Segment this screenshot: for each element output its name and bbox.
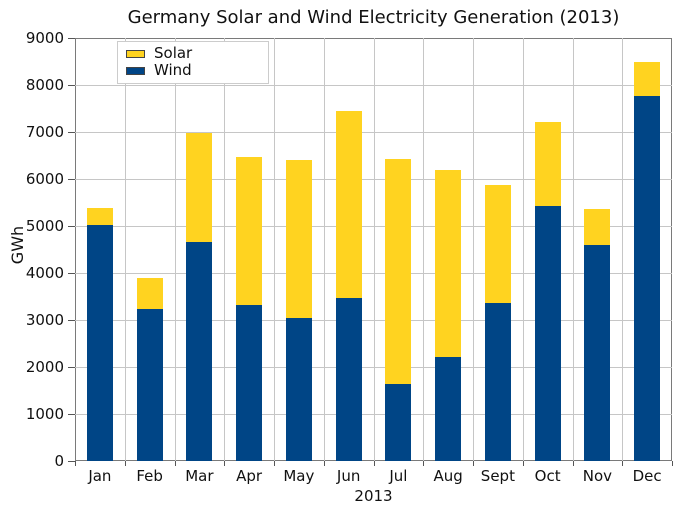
x-tick-mark <box>224 461 226 466</box>
bar-segment-solar-nov <box>584 209 611 245</box>
y-tick-label: 3000 <box>25 311 64 329</box>
bar-segment-solar-aug <box>435 170 462 358</box>
x-tick-mark <box>174 461 176 466</box>
x-tick-mark <box>323 461 325 466</box>
legend-item-solar: Solar <box>126 45 260 62</box>
x-tick-label: Oct <box>534 467 561 485</box>
bar-segment-solar-sept <box>484 184 511 304</box>
gridline-vertical <box>323 38 325 461</box>
x-tick-mark <box>672 461 673 466</box>
gridline-vertical <box>572 38 574 461</box>
x-tick-mark <box>473 461 474 466</box>
x-tick-mark <box>622 461 624 466</box>
gridline-vertical <box>274 38 275 461</box>
bar-segment-solar-feb <box>136 278 163 310</box>
x-tick-mark <box>373 461 375 466</box>
y-tick-label: 0 <box>54 452 64 470</box>
bar-segment-wind-oct <box>534 206 561 461</box>
gridline-vertical <box>522 38 524 461</box>
chart-title: Germany Solar and Wind Electricity Gener… <box>127 7 620 28</box>
y-tick-mark <box>68 132 75 133</box>
bar-segment-wind-may <box>285 317 312 461</box>
gridline-vertical <box>224 38 226 461</box>
gridline-vertical <box>174 38 176 461</box>
x-tick-label: Dec <box>632 467 662 485</box>
legend: Solar Wind <box>117 41 269 84</box>
x-tick-label: Feb <box>136 467 163 485</box>
x-tick-mark <box>75 461 76 466</box>
bar-segment-wind-dec <box>634 96 661 461</box>
bar-segment-wind-aug <box>435 357 462 461</box>
x-axis-title: 2013 <box>354 487 393 505</box>
legend-swatch-solar <box>126 49 145 58</box>
legend-item-wind: Wind <box>126 62 260 79</box>
gridline-vertical <box>124 38 126 461</box>
gridline-vertical <box>473 38 474 461</box>
y-tick-mark <box>68 320 75 321</box>
bar-segment-wind-feb <box>136 309 163 461</box>
gridline-vertical <box>423 38 425 461</box>
bar-segment-wind-jan <box>86 225 113 461</box>
y-tick-label: 1000 <box>25 405 64 423</box>
x-tick-label: Jun <box>336 467 361 485</box>
bar-segment-wind-nov <box>584 244 611 461</box>
bar-segment-solar-jan <box>86 208 113 226</box>
x-tick-label: Apr <box>236 467 263 485</box>
x-tick-label: Sept <box>480 467 515 485</box>
y-tick-label: 2000 <box>25 358 64 376</box>
bar-segment-solar-mar <box>186 132 213 242</box>
x-tick-label: May <box>283 467 315 485</box>
y-tick-mark <box>68 367 75 368</box>
x-tick-label: Aug <box>433 467 463 485</box>
legend-label: Solar <box>154 44 193 62</box>
bar-segment-wind-jul <box>385 383 412 461</box>
bar-segment-wind-sept <box>484 303 511 461</box>
y-tick-mark <box>68 38 75 39</box>
y-tick-label: 8000 <box>25 76 64 94</box>
x-tick-label: Jul <box>389 467 408 485</box>
x-tick-label: Nov <box>582 467 613 485</box>
x-tick-label: Mar <box>185 467 214 485</box>
y-tick-mark <box>68 85 75 86</box>
bar-segment-wind-mar <box>186 241 213 461</box>
y-tick-mark <box>68 414 75 415</box>
y-tick-mark <box>68 273 75 274</box>
bar-segment-solar-dec <box>634 62 661 97</box>
legend-swatch-wind <box>126 66 145 75</box>
y-tick-label: 4000 <box>25 264 64 282</box>
y-tick-mark <box>68 461 75 462</box>
bar-segment-wind-apr <box>236 305 263 461</box>
bar-segment-wind-jun <box>335 298 362 461</box>
y-tick-label: 5000 <box>25 217 64 235</box>
bar-segment-solar-apr <box>236 156 263 306</box>
x-tick-mark <box>423 461 425 466</box>
x-tick-mark <box>274 461 275 466</box>
y-tick-label: 7000 <box>25 123 64 141</box>
bar-segment-solar-jun <box>335 110 362 299</box>
y-tick-mark <box>68 226 75 227</box>
bar-segment-solar-may <box>285 159 312 318</box>
gridline-vertical <box>622 38 624 461</box>
bar-segment-solar-oct <box>534 122 561 207</box>
x-tick-mark <box>522 461 524 466</box>
y-tick-label: 9000 <box>25 29 64 47</box>
gridline-vertical <box>373 38 375 461</box>
x-tick-mark <box>124 461 126 466</box>
y-tick-label: 6000 <box>25 170 64 188</box>
bar-segment-solar-jul <box>385 158 412 384</box>
x-tick-mark <box>572 461 574 466</box>
y-tick-mark <box>68 179 75 180</box>
legend-label: Wind <box>154 61 192 79</box>
x-tick-label: Jan <box>88 467 112 485</box>
